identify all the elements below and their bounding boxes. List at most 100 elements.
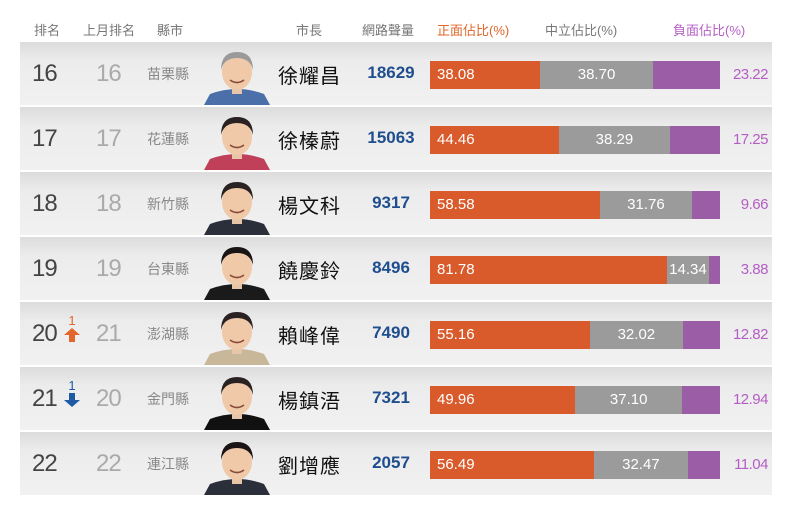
- mayor-name: 徐耀昌: [278, 66, 341, 88]
- county: 苗栗縣: [147, 66, 189, 82]
- negative-segment: [652, 61, 720, 89]
- rank: 20: [32, 320, 58, 347]
- positive-segment: 81.78: [430, 256, 668, 284]
- negative-value: 9.66: [740, 196, 769, 213]
- county: 台東縣: [147, 261, 189, 277]
- negative-segment: [682, 321, 720, 349]
- table-row: 20 1 21 澎湖縣 賴峰偉 7490 55.16 32.02 12.82: [20, 302, 772, 365]
- person-avatar-icon: [204, 52, 270, 105]
- online-volume: 9317: [372, 193, 410, 212]
- county: 花蓮縣: [147, 131, 189, 147]
- positive-segment: 49.96: [430, 386, 575, 414]
- prev-rank: 20: [96, 385, 122, 412]
- ranking-table: 16 16 苗栗縣 徐耀昌 18629 38.08 38.70 23.22 17…: [20, 42, 772, 497]
- negative-value: 23.22: [732, 66, 769, 83]
- negative-value: 12.94: [732, 391, 769, 408]
- mayor-name: 楊文科: [278, 196, 341, 218]
- online-volume: 2057: [372, 453, 410, 472]
- rank: 19: [32, 255, 58, 282]
- header-rank: 排名: [34, 23, 61, 38]
- header-positive: 正面佔比(%): [437, 23, 510, 38]
- mayor-name: 楊鎮浯: [278, 391, 341, 413]
- prev-rank: 16: [96, 60, 122, 87]
- mayor-photo: [204, 241, 270, 300]
- header-mayor: 市長: [296, 23, 323, 38]
- neutral-segment: 32.02: [589, 321, 683, 349]
- county: 金門縣: [147, 391, 189, 407]
- negative-value: 11.04: [734, 456, 768, 473]
- rank: 21: [32, 385, 58, 412]
- neutral-segment: 14.34: [667, 256, 709, 284]
- sentiment-bar: 55.16 32.02: [430, 321, 720, 349]
- rank: 18: [32, 190, 58, 217]
- person-avatar-icon: [204, 442, 270, 495]
- positive-segment: 44.46: [430, 126, 559, 154]
- negative-value: 17.25: [732, 131, 769, 148]
- positive-segment: 56.49: [430, 451, 594, 479]
- rank: 16: [32, 60, 58, 87]
- sentiment-bar: 56.49 32.47: [430, 451, 720, 479]
- table-row: 22 22 連江縣 劉增應 2057 56.49 32.47 11.04: [20, 432, 772, 495]
- positive-segment: 58.58: [430, 191, 600, 219]
- mayor-photo: [204, 436, 270, 495]
- negative-segment: [708, 256, 720, 284]
- person-avatar-icon: [204, 377, 270, 430]
- negative-segment: [682, 386, 720, 414]
- prev-rank: 18: [96, 190, 122, 217]
- sentiment-bar: 58.58 31.76: [430, 191, 720, 219]
- table-row: 17 17 花蓮縣 徐榛蔚 15063 44.46 38.29 17.25: [20, 107, 772, 170]
- table-row: 19 19 台東縣 饒慶鈴 8496 81.78 14.34 3.88: [20, 237, 772, 300]
- negative-segment: [691, 191, 720, 219]
- person-avatar-icon: [204, 247, 270, 300]
- sentiment-bar: 44.46 38.29: [430, 126, 720, 154]
- arrow-down-icon: [64, 393, 80, 407]
- sentiment-bar: 81.78 14.34: [430, 256, 720, 284]
- person-avatar-icon: [204, 312, 270, 365]
- person-avatar-icon: [204, 117, 270, 170]
- neutral-segment: 31.76: [599, 191, 692, 219]
- county: 新竹縣: [147, 196, 189, 212]
- rank: 17: [32, 125, 58, 152]
- neutral-segment: 38.29: [558, 126, 670, 154]
- rank-change: 1: [64, 314, 80, 342]
- county: 連江縣: [147, 456, 189, 472]
- online-volume: 7490: [372, 323, 410, 342]
- negative-segment: [669, 126, 720, 154]
- header-county: 縣市: [157, 23, 184, 38]
- person-avatar-icon: [204, 182, 270, 235]
- prev-rank: 22: [96, 450, 122, 477]
- table-row: 18 18 新竹縣 楊文科 9317 58.58 31.76 9.66: [20, 172, 772, 235]
- rank: 22: [32, 450, 58, 477]
- positive-segment: 38.08: [430, 61, 541, 89]
- rank-change: 1: [64, 379, 80, 407]
- online-volume: 7321: [372, 388, 410, 407]
- online-volume: 8496: [372, 258, 410, 277]
- prev-rank: 17: [96, 125, 122, 152]
- mayor-name: 劉增應: [278, 456, 341, 478]
- negative-value: 3.88: [740, 261, 769, 278]
- negative-value: 12.82: [732, 326, 769, 343]
- mayor-photo: [204, 306, 270, 365]
- mayor-photo: [204, 111, 270, 170]
- positive-segment: 55.16: [430, 321, 590, 349]
- header-volume: 網路聲量: [362, 23, 415, 38]
- table-row: 16 16 苗栗縣 徐耀昌 18629 38.08 38.70 23.22: [20, 42, 772, 105]
- online-volume: 18629: [367, 63, 415, 82]
- prev-rank: 21: [96, 320, 122, 347]
- neutral-segment: 32.47: [593, 451, 688, 479]
- table-header: 排名 上月排名 縣市 市長 網路聲量 正面佔比(%) 中立佔比(%) 負面佔比(…: [0, 0, 792, 42]
- prev-rank: 19: [96, 255, 122, 282]
- header-prev-rank: 上月排名: [83, 23, 136, 38]
- mayor-photo: [204, 371, 270, 430]
- county: 澎湖縣: [147, 326, 189, 342]
- header-negative: 負面佔比(%): [673, 23, 746, 38]
- online-volume: 15063: [367, 128, 415, 147]
- table-row: 21 1 20 金門縣 楊鎮浯 7321 49.96 37.10 12.94: [20, 367, 772, 430]
- neutral-segment: 38.70: [540, 61, 653, 89]
- mayor-name: 賴峰偉: [278, 326, 341, 348]
- header-neutral: 中立佔比(%): [545, 23, 618, 38]
- neutral-segment: 37.10: [574, 386, 683, 414]
- sentiment-bar: 38.08 38.70: [430, 61, 720, 89]
- mayor-photo: [204, 176, 270, 235]
- mayor-photo: [204, 46, 270, 105]
